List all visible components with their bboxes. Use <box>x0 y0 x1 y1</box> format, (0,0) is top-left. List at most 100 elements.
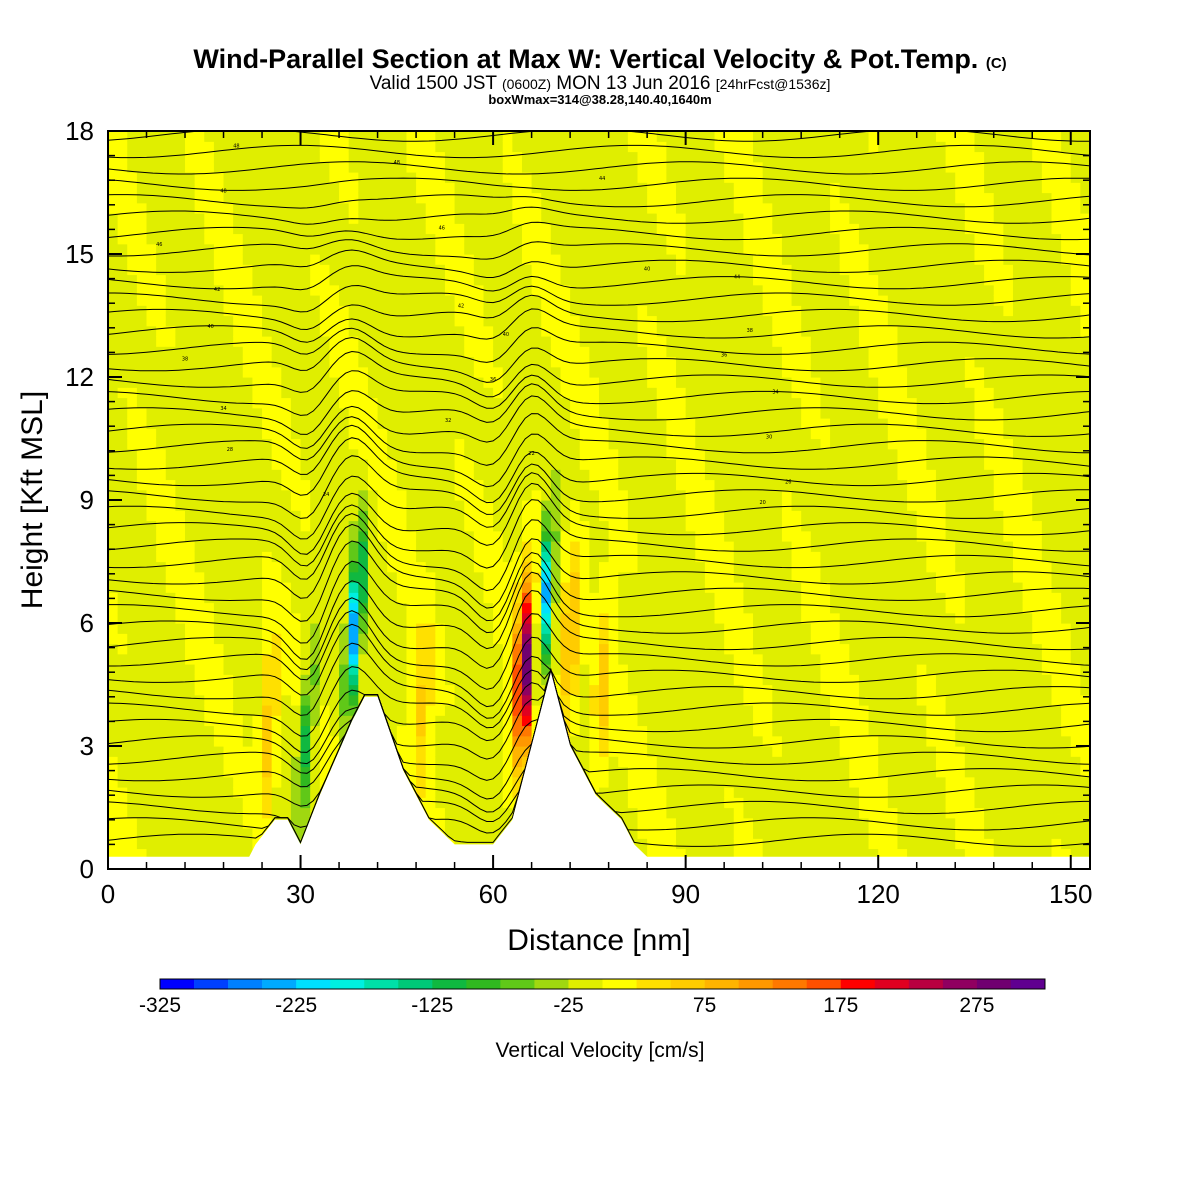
w-cell <box>695 387 706 399</box>
w-cell <box>127 684 138 696</box>
w-cell <box>704 541 716 552</box>
w-cell <box>136 500 148 511</box>
w-cell <box>483 407 494 419</box>
w-cell <box>435 500 446 511</box>
w-cell <box>425 254 436 265</box>
w-cell <box>762 500 773 511</box>
w-cell <box>454 653 465 665</box>
w-cell <box>608 223 619 235</box>
w-cell <box>300 817 311 829</box>
w-cell <box>685 469 696 481</box>
w-cell <box>213 694 225 706</box>
w-cell <box>329 674 340 686</box>
w-cell <box>435 397 446 409</box>
w-cell <box>262 623 273 634</box>
w-cell <box>704 305 716 317</box>
w-cell <box>647 223 658 235</box>
w-cell <box>531 366 542 378</box>
w-cell <box>262 161 273 173</box>
w-cell <box>493 366 504 378</box>
w-cell <box>213 315 225 327</box>
w-cell <box>666 161 677 173</box>
w-cell <box>377 510 388 522</box>
w-cell <box>541 161 552 173</box>
w-cell <box>252 305 263 317</box>
w-cell <box>704 776 716 788</box>
w-cell <box>310 141 321 153</box>
w-cell <box>666 766 677 778</box>
w-cell <box>483 182 494 194</box>
w-cell <box>175 428 186 440</box>
w-cell <box>223 746 234 757</box>
w-cell <box>348 366 359 378</box>
w-cell <box>666 715 677 727</box>
w-cell <box>136 797 148 809</box>
w-cell <box>223 735 234 747</box>
w-cell <box>310 264 321 276</box>
w-cell <box>290 315 302 327</box>
w-cell <box>416 459 427 470</box>
w-cell <box>454 141 465 153</box>
w-cell <box>108 500 119 511</box>
w-cell <box>435 510 446 522</box>
w-cell <box>502 428 513 440</box>
w-cell <box>127 520 138 532</box>
w-cell <box>724 838 735 850</box>
w-cell <box>348 674 359 686</box>
w-cell <box>185 192 196 204</box>
w-cell <box>339 377 350 388</box>
w-cell <box>512 664 523 675</box>
w-cell <box>743 418 754 429</box>
w-cell <box>608 438 619 450</box>
w-cell <box>136 746 148 757</box>
w-cell <box>185 746 196 757</box>
w-cell <box>772 797 783 809</box>
w-cell <box>579 418 590 429</box>
w-cell <box>233 489 244 501</box>
w-cell <box>387 428 398 440</box>
w-cell <box>262 346 273 358</box>
w-cell <box>290 776 302 788</box>
w-cell <box>339 182 350 194</box>
w-cell <box>512 172 523 183</box>
w-cell <box>550 172 562 183</box>
w-cell <box>579 715 590 727</box>
w-cell <box>733 387 745 399</box>
w-cell <box>473 715 485 727</box>
w-cell <box>444 182 456 194</box>
w-cell <box>454 633 465 645</box>
w-cell <box>666 459 677 470</box>
w-cell <box>685 202 696 214</box>
w-cell <box>435 459 446 470</box>
w-cell <box>146 817 157 829</box>
w-cell <box>550 151 562 163</box>
w-cell <box>704 377 716 388</box>
w-cell <box>416 418 427 429</box>
w-cell <box>704 438 716 450</box>
w-cell <box>724 520 735 532</box>
w-cell <box>570 746 581 757</box>
w-cell <box>464 623 475 634</box>
w-cell <box>329 213 340 224</box>
w-cell <box>319 571 331 583</box>
w-cell <box>223 336 234 347</box>
w-cell <box>570 151 581 163</box>
w-cell <box>570 623 581 634</box>
w-cell <box>310 510 321 522</box>
w-cell <box>156 500 167 511</box>
w-cell <box>117 131 128 142</box>
w-cell <box>656 377 667 388</box>
w-cell <box>233 633 244 645</box>
w-cell <box>627 828 639 839</box>
w-cell <box>656 838 667 850</box>
w-cell <box>262 336 273 347</box>
w-cell <box>483 766 494 778</box>
w-cell <box>493 510 504 522</box>
w-cell <box>656 817 667 829</box>
w-cell <box>647 602 658 614</box>
w-cell <box>685 131 696 142</box>
w-cell <box>714 182 725 194</box>
w-cell <box>435 192 446 204</box>
w-cell <box>531 479 542 491</box>
w-cell <box>589 571 600 583</box>
